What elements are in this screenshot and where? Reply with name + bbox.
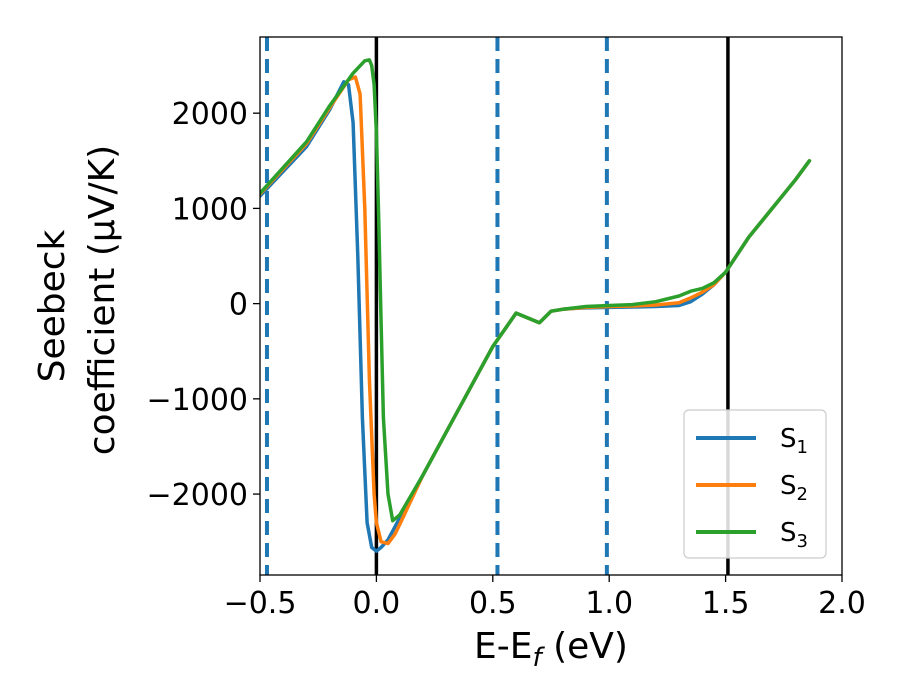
legend-label-s3: S3	[780, 518, 808, 552]
y-axis-label-line1: Seebeck	[32, 229, 73, 382]
legend: S1 S2 S3	[683, 409, 827, 559]
y-tick-label: −2000	[147, 478, 248, 513]
x-tick-label: 1.0	[585, 586, 633, 621]
y-tick-label: 2000	[172, 97, 248, 132]
y-axis-label: Seebeck coefficient (μV/K)	[32, 145, 123, 455]
x-tick-label: 0.0	[353, 586, 401, 621]
y-tick-label: 1000	[172, 192, 248, 227]
x-tick-label: 2.0	[818, 586, 866, 621]
y-axis-ticks: −2000 −1000 0 1000 2000	[147, 97, 260, 513]
x-tick-label: −0.5	[224, 586, 297, 621]
y-tick-label: −1000	[147, 383, 248, 418]
series-lines	[260, 58, 812, 553]
x-axis-ticks: −0.5 0.0 0.5 1.0 1.5 2.0	[224, 575, 866, 621]
y-axis-label-line2: coefficient (μV/K)	[82, 145, 123, 455]
y-tick-label: 0	[229, 288, 248, 323]
legend-label-s2: S2	[780, 471, 808, 505]
x-axis-label: E-Ef (eV)	[474, 626, 628, 673]
legend-label-s1: S1	[780, 424, 808, 458]
plot-frame	[259, 36, 843, 576]
series-line-s3	[260, 58, 812, 523]
x-tick-label: 0.5	[469, 586, 517, 621]
x-tick-label: 1.5	[702, 586, 750, 621]
